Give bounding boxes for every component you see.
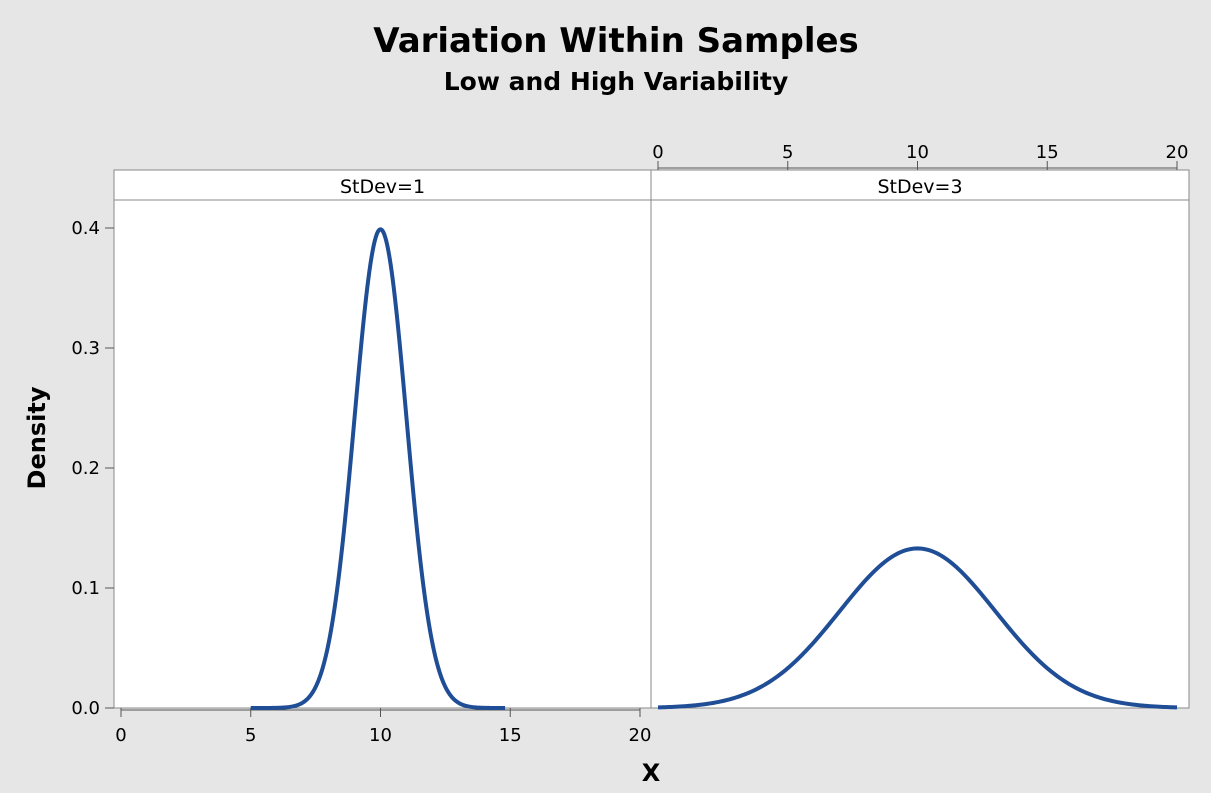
- panel-group: StDev=1 0 5 10 15 20 StDev=3 0 5 10 15 20 0.0 0.1 0.2 0…: [71, 142, 1190, 746]
- y-tick-label: 0.0: [71, 698, 100, 719]
- chart-subtitle: Low and High Variability: [444, 67, 789, 96]
- density-curve-1: [249, 227, 506, 710]
- x-tick-label: 15: [1036, 142, 1059, 163]
- x-tick-label: 10: [369, 725, 392, 746]
- panel-2: StDev=3 0 5 10 15 20: [650, 142, 1190, 710]
- x-tick-label: 20: [629, 725, 652, 746]
- x-tick-label: 0: [115, 725, 126, 746]
- panel-strip: [113, 169, 652, 201]
- panel-border: [650, 169, 1190, 709]
- chart-title: Variation Within Samples: [373, 21, 859, 61]
- panel-strip-label: StDev=1: [340, 176, 425, 198]
- y-tick-label: 0.2: [71, 458, 100, 479]
- y-tick-label: 0.1: [71, 578, 100, 599]
- x-tick-label: 5: [782, 142, 793, 163]
- x-tick-label: 15: [499, 725, 522, 746]
- y-tick-label: 0.3: [71, 338, 100, 359]
- x-tick-label: 0: [652, 142, 663, 163]
- y-tick-label: 0.4: [71, 218, 100, 239]
- x-axis-label: X: [642, 759, 661, 787]
- panel-strip-label: StDev=3: [877, 176, 962, 198]
- panel-1: StDev=1 0 5 10 15 20: [113, 169, 652, 746]
- density-curve-2: [657, 546, 1178, 710]
- x-tick-label: 5: [245, 725, 256, 746]
- y-axis-label: Density: [23, 386, 51, 489]
- plot-area: [114, 200, 651, 708]
- plot-area: [651, 200, 1189, 708]
- x-tick-label: 10: [906, 142, 929, 163]
- x-tick-label: 20: [1166, 142, 1189, 163]
